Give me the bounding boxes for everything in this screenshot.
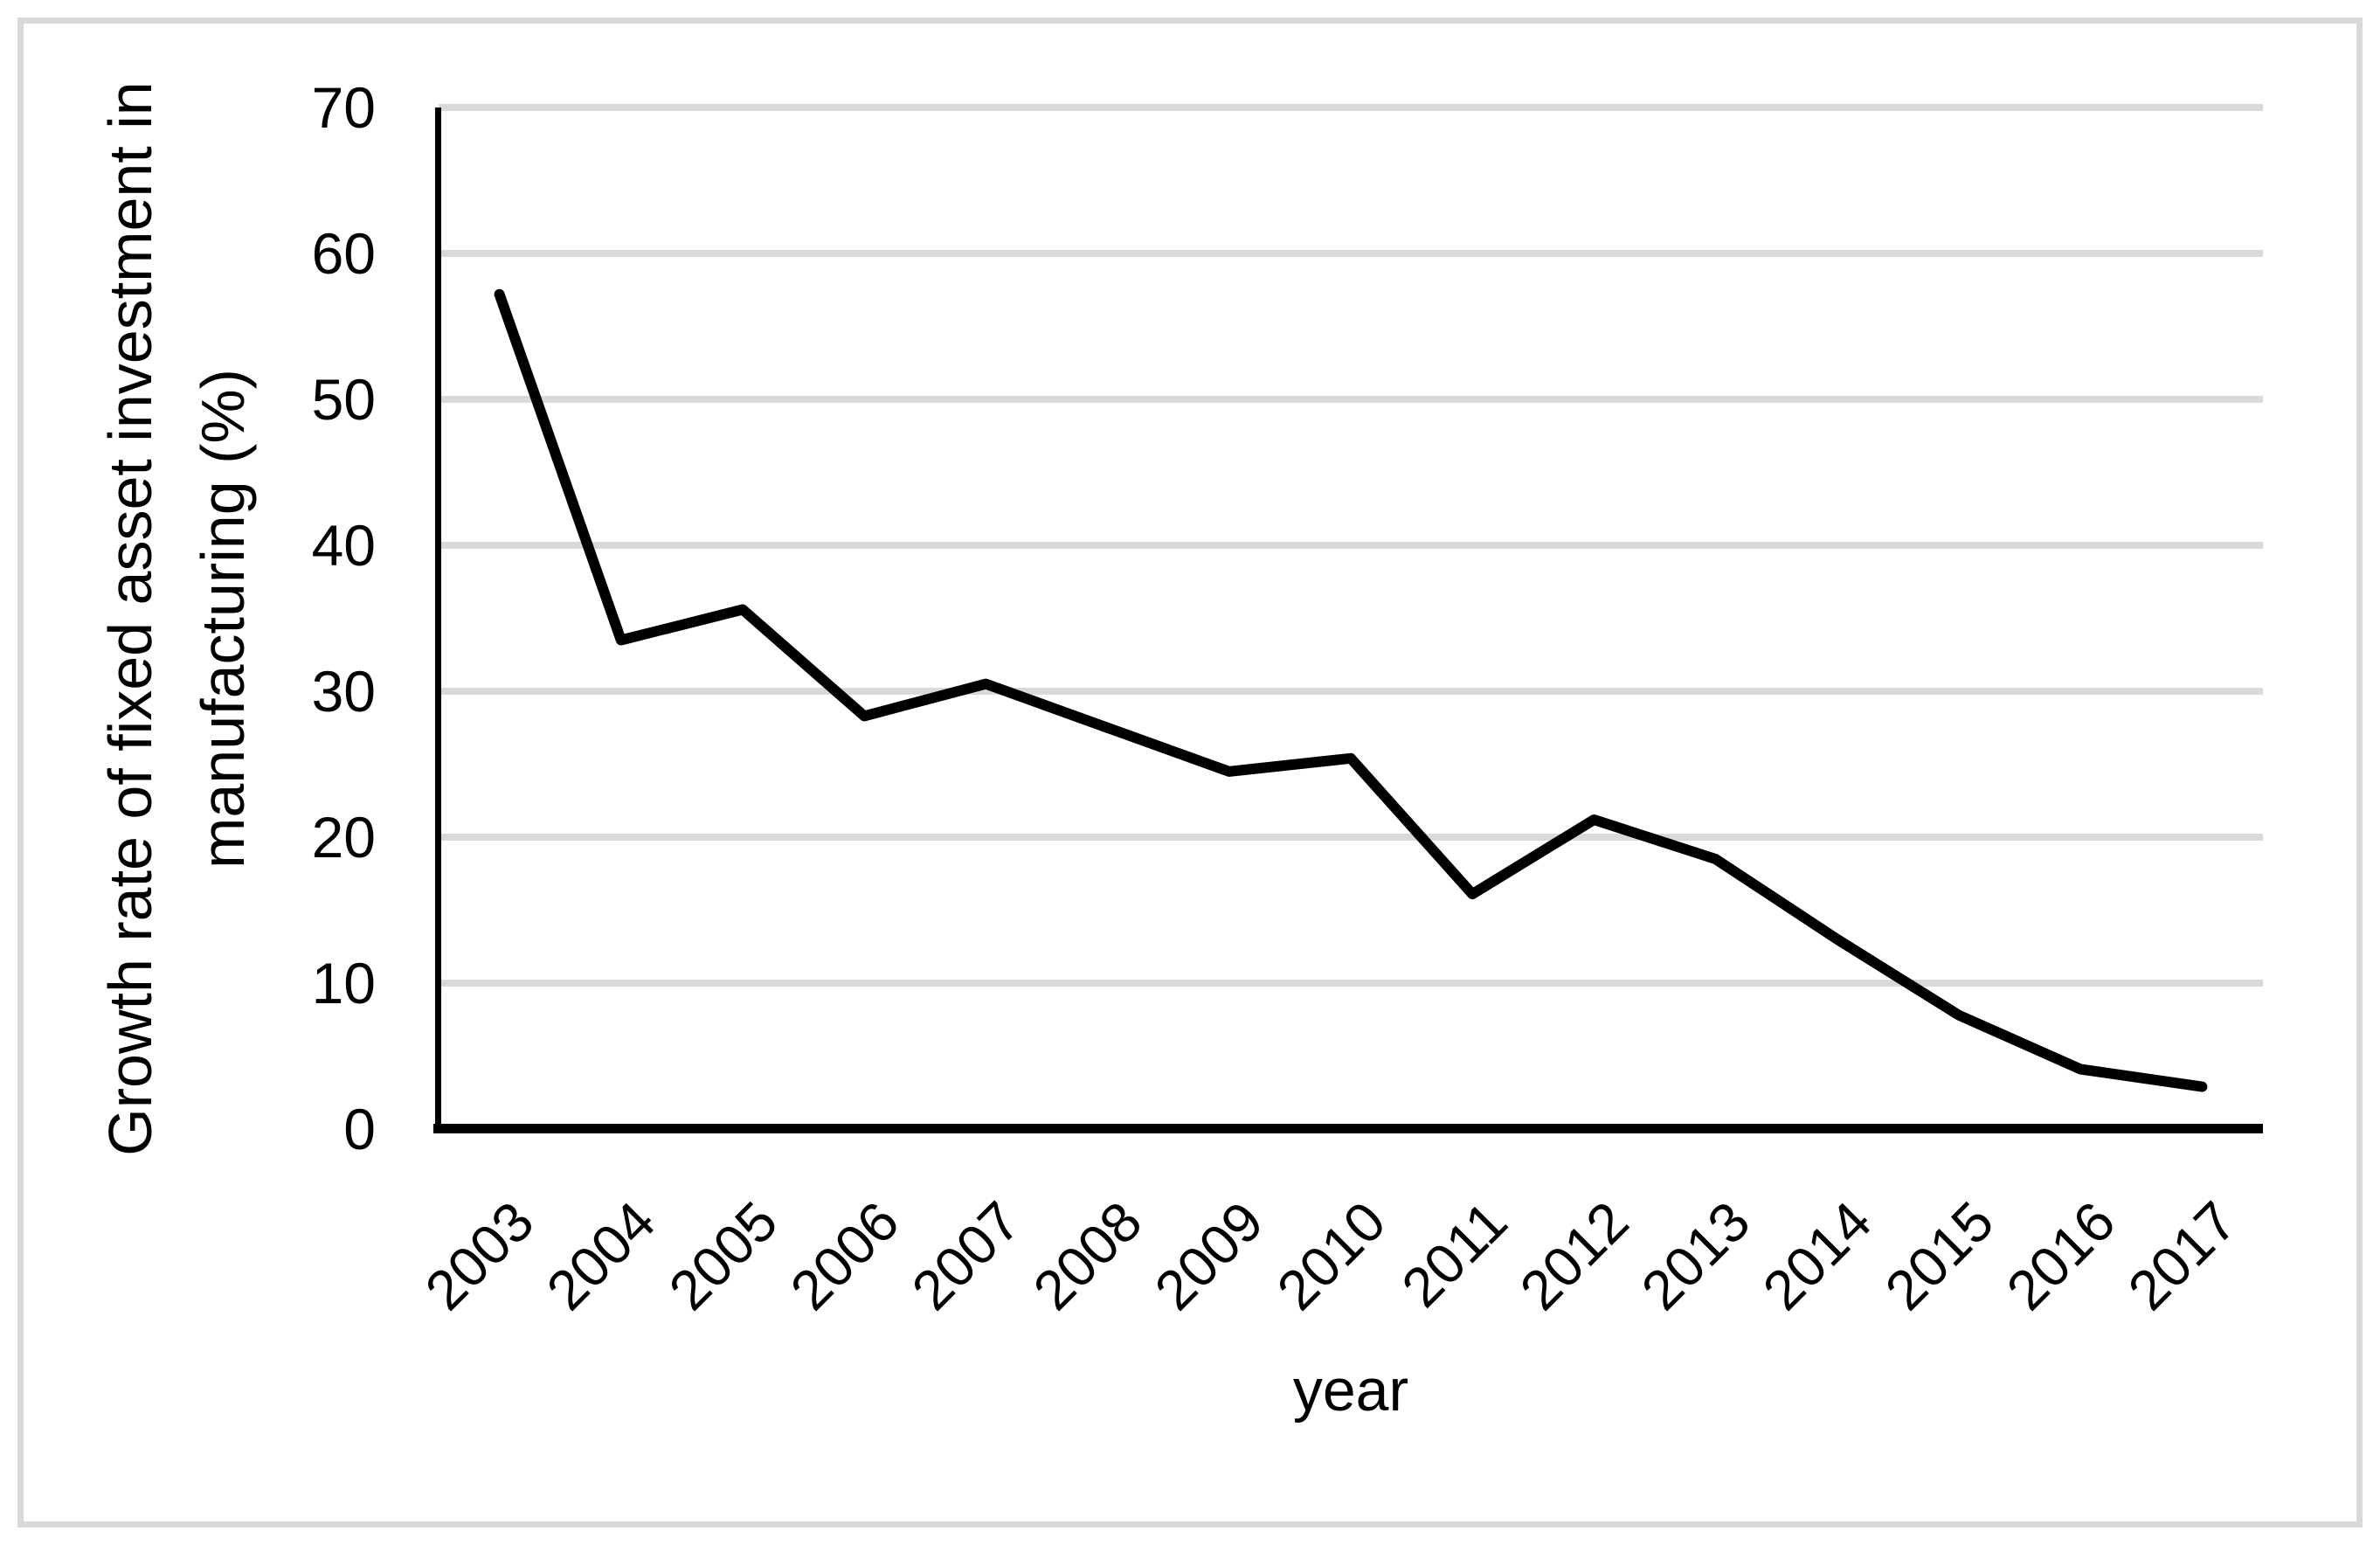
gridline-40 xyxy=(439,542,2263,549)
y-axis-title-line1: Growth rate of fixed asset investment in xyxy=(96,81,164,1156)
data-line-svg xyxy=(494,288,2208,1092)
y-tick-label-40: 40 xyxy=(311,513,376,578)
chart-frame-border xyxy=(17,17,2363,1528)
gridline-20 xyxy=(439,834,2263,841)
y-tick-label-60: 60 xyxy=(311,221,376,286)
y-axis-title-line2: manufacturing (%) xyxy=(189,369,257,869)
y-tick-label-70: 70 xyxy=(311,75,376,140)
y-tick-label-20: 20 xyxy=(311,805,376,869)
y-axis-title: Growth rate of fixed asset investment in… xyxy=(84,0,269,1318)
x-axis-line xyxy=(433,1124,2263,1133)
data-line xyxy=(494,288,2208,1092)
gridline-10 xyxy=(439,980,2263,987)
gridline-50 xyxy=(439,396,2263,403)
gridline-60 xyxy=(439,250,2263,257)
y-axis-line xyxy=(435,107,441,1132)
x-axis-title: year xyxy=(1292,1357,1409,1424)
y-tick-label-50: 50 xyxy=(311,367,376,432)
gridline-70 xyxy=(439,104,2263,111)
gridline-30 xyxy=(439,688,2263,695)
y-tick-label-30: 30 xyxy=(311,659,376,724)
y-tick-label-10: 10 xyxy=(311,951,376,1015)
y-tick-label-0: 0 xyxy=(343,1097,376,1161)
